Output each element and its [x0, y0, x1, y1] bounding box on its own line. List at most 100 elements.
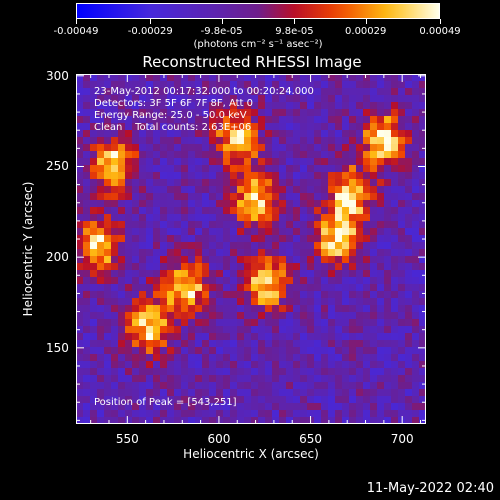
heatmap-cell [118, 319, 126, 327]
heatmap-cell [300, 200, 308, 208]
heatmap-cell [356, 256, 364, 264]
heatmap-cell [153, 396, 161, 404]
heatmap-cell [314, 207, 322, 215]
heatmap-cell [76, 298, 84, 306]
heatmap-cell [244, 95, 252, 103]
heatmap-cell [335, 368, 343, 376]
heatmap-cell [286, 130, 294, 138]
heatmap-cell [90, 389, 98, 397]
heatmap-cell [398, 354, 406, 362]
heatmap-cell [188, 137, 196, 145]
heatmap-cell [265, 305, 273, 313]
heatmap-cell [272, 312, 280, 320]
heatmap-cell [335, 186, 343, 194]
heatmap-cell [181, 130, 189, 138]
heatmap-cell [139, 354, 147, 362]
heatmap-cell [153, 221, 161, 229]
heatmap-cell [363, 137, 371, 145]
heatmap-cell [90, 263, 98, 271]
heatmap-cell [188, 249, 196, 257]
heatmap-cell [223, 144, 231, 152]
heatmap-cell [174, 249, 182, 257]
heatmap-cell [181, 179, 189, 187]
heatmap-cell [412, 340, 420, 348]
heatmap-cell [370, 242, 378, 250]
heatmap-cell [251, 389, 259, 397]
heatmap-cell [335, 144, 343, 152]
heatmap-cell [412, 81, 420, 89]
heatmap-cell [258, 102, 266, 110]
heatmap-cell [118, 74, 126, 82]
heatmap-cell [405, 312, 413, 320]
heatmap-cell [300, 333, 308, 341]
heatmap-cell [419, 95, 426, 103]
heatmap-cell [398, 270, 406, 278]
heatmap-cell [167, 123, 175, 131]
heatmap-cell [314, 368, 322, 376]
heatmap-cell [405, 270, 413, 278]
heatmap-cell [174, 151, 182, 159]
heatmap-cell [307, 88, 315, 96]
heatmap-cell [258, 158, 266, 166]
heatmap-cell [265, 291, 273, 299]
heatmap-cell [419, 109, 426, 117]
colorbar-tick [440, 19, 441, 24]
heatmap-cell [300, 137, 308, 145]
heatmap-cell [174, 102, 182, 110]
heatmap-cell [139, 277, 147, 285]
heatmap-cell [244, 291, 252, 299]
heatmap-cell [251, 221, 259, 229]
heatmap-cell [328, 214, 336, 222]
heatmap-cell [258, 333, 266, 341]
heatmap-cell [111, 214, 119, 222]
heatmap-cell [328, 256, 336, 264]
heatmap-cell [132, 305, 140, 313]
heatmap-cell [83, 214, 91, 222]
heatmap-cell [328, 291, 336, 299]
heatmap-cell [167, 116, 175, 124]
heatmap-cell [356, 102, 364, 110]
heatmap-cell [111, 95, 119, 103]
y-tick-label: 250 [46, 159, 69, 174]
heatmap-cell [314, 410, 322, 418]
heatmap-cell [174, 382, 182, 390]
heatmap-cell [153, 123, 161, 131]
heatmap-cell [118, 354, 126, 362]
heatmap-cell [237, 354, 245, 362]
heatmap-cell [265, 200, 273, 208]
heatmap-cell [370, 326, 378, 334]
heatmap-cell [272, 221, 280, 229]
heatmap-cell [188, 158, 196, 166]
heatmap-cell [258, 389, 266, 397]
heatmap-cell [300, 88, 308, 96]
heatmap-cell [181, 207, 189, 215]
heatmap-cell [111, 193, 119, 201]
heatmap-cell [223, 214, 231, 222]
heatmap-cell [370, 340, 378, 348]
x-axis-label: Heliocentric X (arcsec) [183, 447, 319, 461]
heatmap-cell [272, 263, 280, 271]
heatmap-cell [419, 144, 426, 152]
heatmap-cell [195, 312, 203, 320]
heatmap-cell [377, 340, 385, 348]
heatmap-cell [139, 375, 147, 383]
heatmap-cell [76, 242, 84, 250]
heatmap-cell [419, 158, 426, 166]
heatmap-cell [307, 102, 315, 110]
heatmap-cell [153, 249, 161, 257]
heatmap-cell [328, 123, 336, 131]
colorbar-tick [294, 19, 296, 24]
heatmap-cell [398, 389, 406, 397]
heatmap-cell [132, 263, 140, 271]
heatmap-cell [230, 186, 238, 194]
heatmap-cell [405, 291, 413, 299]
heatmap-cell [342, 319, 350, 327]
heatmap-cell [419, 81, 426, 89]
heatmap-cell [188, 130, 196, 138]
heatmap-cell [132, 179, 140, 187]
heatmap-cell [244, 256, 252, 264]
heatmap-cell [97, 368, 105, 376]
heatmap-cell [391, 298, 399, 306]
heatmap-cell [153, 158, 161, 166]
heatmap-cell [160, 130, 168, 138]
